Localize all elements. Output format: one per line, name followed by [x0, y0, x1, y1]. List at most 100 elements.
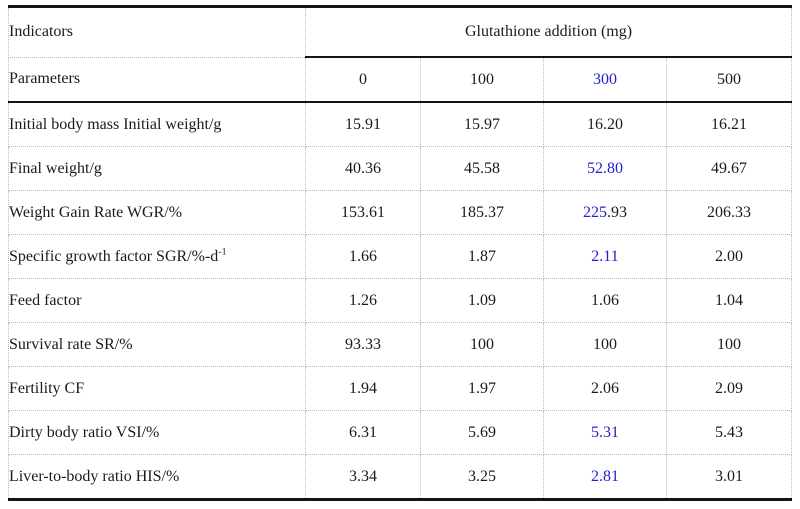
table-row: Specific growth factor SGR/%-d-1 1.66 1.87… — [8, 234, 793, 279]
table-row: Dirty body ratio VSI/% 6.31 5.69 5.31 5.43 — [8, 410, 793, 455]
row-label: Specific growth factor SGR/%-d-1 — [8, 234, 306, 279]
dose-header-100: 100 — [420, 56, 544, 103]
value-cell: 100 — [665, 322, 793, 367]
table-row: Final weight/g 40.36 45.58 52.80 49.67 — [8, 146, 793, 191]
text-segment: 16.21 — [711, 115, 747, 133]
text-segment: Dirty body ratio VSI/% — [9, 423, 160, 441]
value-cell: 2.09 — [665, 366, 793, 411]
text-segment: 1.26 — [349, 291, 377, 309]
text-segment: 100 — [593, 335, 617, 353]
value-cell: 2.81 — [543, 454, 667, 500]
value-cell: 15.97 — [420, 101, 544, 147]
value-cell: 100 — [420, 322, 544, 367]
text-segment: 1.66 — [349, 247, 377, 265]
text-segment: 100 — [717, 335, 741, 353]
value-cell: 93.33 — [305, 322, 421, 367]
value-cell: 16.20 — [543, 101, 667, 147]
dose-header-500: 500 — [665, 56, 793, 103]
text-segment: 45.58 — [464, 159, 500, 177]
text-segment: 15.91 — [345, 115, 381, 133]
value-cell: 1.09 — [420, 278, 544, 323]
value-cell: 2.06 — [543, 366, 667, 411]
value-cell: 3.01 — [665, 454, 793, 500]
text-segment: 1.04 — [715, 291, 743, 309]
text-segment: Survival rate SR/% — [9, 335, 133, 353]
text-segment: 1.09 — [468, 291, 496, 309]
text-segment: 52.80 — [587, 159, 623, 177]
row-label: Dirty body ratio VSI/% — [8, 410, 306, 455]
value-cell: 2.00 — [665, 234, 793, 279]
value-cell: 1.94 — [305, 366, 421, 411]
table-row: Feed factor 1.26 1.09 1.06 1.04 — [8, 278, 793, 323]
value-cell: 3.25 — [420, 454, 544, 500]
value-cell: 52.80 — [543, 146, 667, 191]
text-segment: Final weight/g — [9, 159, 102, 177]
text-segment: 15.97 — [464, 115, 500, 133]
value-cell: 1.26 — [305, 278, 421, 323]
text-segment: Weight Gain Rate WGR/% — [9, 203, 183, 221]
row-label: Weight Gain Rate WGR/% — [8, 190, 306, 235]
indicators-label: Indicators — [8, 6, 306, 58]
value-cell: 49.67 — [665, 146, 793, 191]
value-cell: 5.43 — [665, 410, 793, 455]
text-segment: Liver-to-body ratio HIS/% — [9, 467, 180, 485]
text-segment: 206.33 — [707, 203, 751, 221]
value-cell: 1.87 — [420, 234, 544, 279]
value-cell: 40.36 — [305, 146, 421, 191]
text-segment: 2.11 — [591, 247, 619, 265]
value-cell: 5.31 — [543, 410, 667, 455]
text-segment: 5.43 — [715, 423, 743, 441]
text-segment: 5.31 — [591, 423, 619, 441]
glutathione-results-table: Indicators Glutathione addition (mg) Par… — [8, 5, 793, 501]
header-row-doses: Parameters 0 100 300 500 — [8, 56, 793, 103]
value-cell: 206.33 — [665, 190, 793, 235]
text-segment: 1.87 — [468, 247, 496, 265]
text-segment: 1.97 — [468, 379, 496, 397]
table-row: Weight Gain Rate WGR/% 153.61 185.37 225.93… — [8, 190, 793, 235]
text-segment: 3.01 — [715, 467, 743, 485]
text-segment: 49.67 — [711, 159, 747, 177]
text-segment: 153.61 — [341, 203, 385, 221]
value-cell: 1.97 — [420, 366, 544, 411]
value-cell: 153.61 — [305, 190, 421, 235]
text-segment: 2.06 — [591, 379, 619, 397]
table-row: Initial body mass Initial weight/g 15.91 1… — [8, 101, 793, 147]
text-segment: 3.34 — [349, 467, 377, 485]
value-cell: 5.69 — [420, 410, 544, 455]
value-cell: 16.21 — [665, 101, 793, 147]
header-row-group: Indicators Glutathione addition (mg) — [8, 6, 793, 58]
table-header: Indicators Glutathione addition (mg) Par… — [8, 6, 793, 103]
text-segment: 2.81 — [591, 467, 619, 485]
row-label: Initial body mass Initial weight/g — [8, 101, 306, 147]
text-segment: 225 — [583, 203, 607, 221]
row-label: Feed factor — [8, 278, 306, 323]
text-segment: Fertility CF — [9, 379, 85, 397]
text-segment: 1.94 — [349, 379, 377, 397]
value-cell: 225.93 — [543, 190, 667, 235]
paper-page: Indicators Glutathione addition (mg) Par… — [0, 5, 800, 509]
text-segment: 1.06 — [591, 291, 619, 309]
row-label: Fertility CF — [8, 366, 306, 411]
table-row: Survival rate SR/% 93.33 100 100 100 — [8, 322, 793, 367]
text-segment: .93 — [607, 203, 627, 221]
table-row: Fertility CF 1.94 1.97 2.06 2.09 — [8, 366, 793, 411]
superscript-text: -1 — [218, 246, 227, 258]
dose-header-0: 0 — [305, 56, 421, 103]
text-segment: 100 — [470, 335, 494, 353]
value-cell: 1.06 — [543, 278, 667, 323]
value-cell: 6.31 — [305, 410, 421, 455]
value-cell: 2.11 — [543, 234, 667, 279]
text-segment: 2.00 — [715, 247, 743, 265]
row-label: Final weight/g — [8, 146, 306, 191]
table-row: Liver-to-body ratio HIS/% 3.34 3.25 2.81 3.0… — [8, 454, 793, 500]
row-label: Survival rate SR/% — [8, 322, 306, 367]
text-segment: Feed factor — [9, 291, 82, 309]
text-segment: 16.20 — [587, 115, 623, 133]
value-cell: 185.37 — [420, 190, 544, 235]
text-segment: 40.36 — [345, 159, 381, 177]
text-segment: 185.37 — [460, 203, 504, 221]
text-segment: Specific growth factor SGR/%-d — [9, 247, 219, 265]
text-segment: Initial body mass Initial weight/g — [9, 115, 222, 133]
value-cell: 1.66 — [305, 234, 421, 279]
text-segment: 6.31 — [349, 423, 377, 441]
